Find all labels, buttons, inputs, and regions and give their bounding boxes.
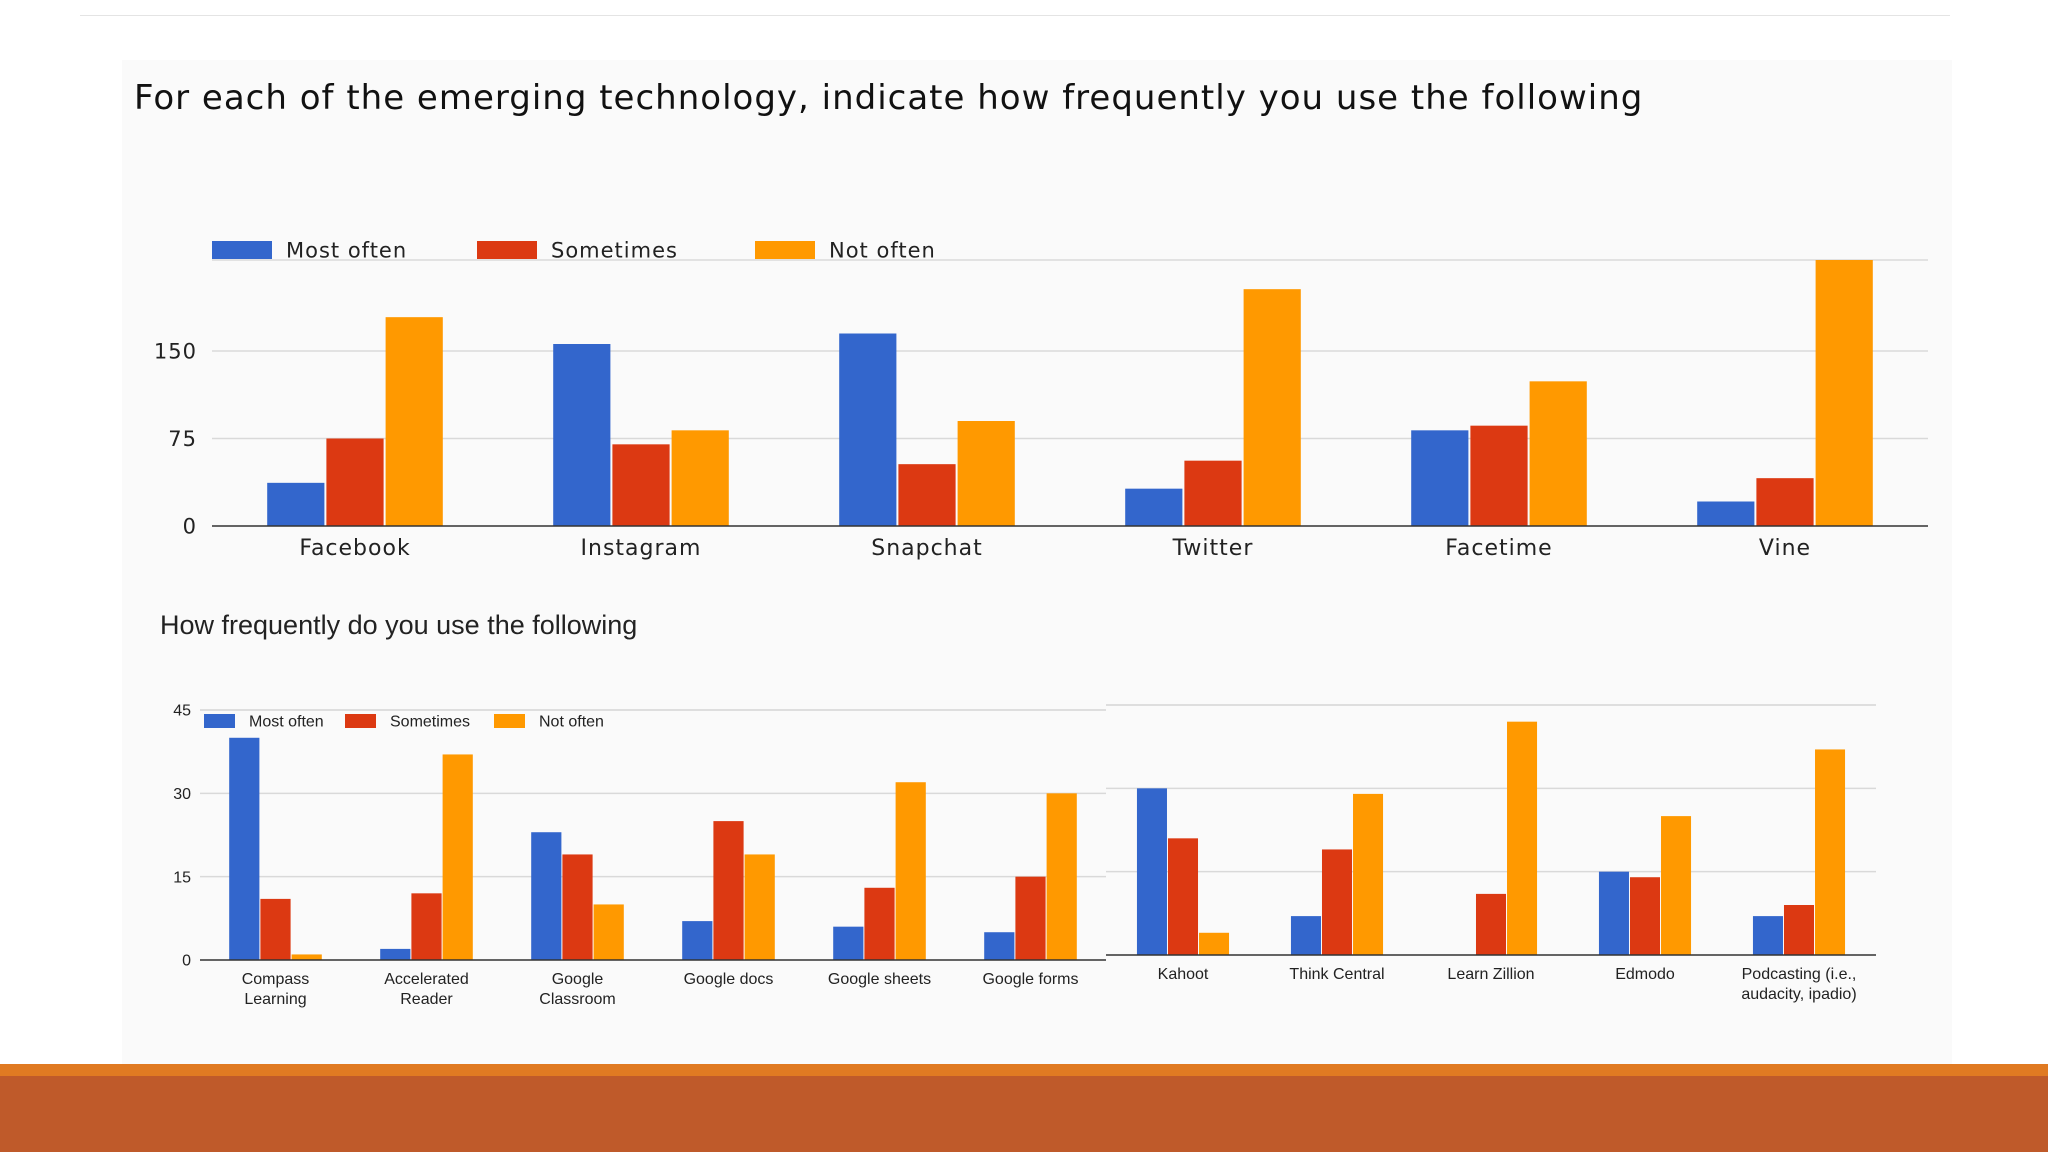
legend-swatch-sometimes [477, 241, 537, 259]
bar-compass-learning-most-often [229, 737, 260, 960]
bar-think-central-not-often [1353, 793, 1384, 955]
x-tick-label-compass-learning: Compass [242, 971, 310, 988]
legend-label-sometimes: Sometimes [551, 238, 678, 262]
x-tick-label-podcasting-i-e-audacity-ipadio: audacity, ipadio) [1741, 986, 1856, 1003]
bar-twitter-not-often [1243, 289, 1301, 526]
bar-edmodo-sometimes [1629, 877, 1661, 955]
bar-google-sheets-most-often [833, 926, 864, 960]
x-tick-label-kahoot: Kahoot [1158, 966, 1209, 983]
x-tick-label-google-docs: Google docs [684, 971, 774, 988]
y-tick-label: 0 [182, 953, 191, 970]
x-tick-label-facetime: Facetime [1445, 536, 1552, 561]
x-tick-label-snapchat: Snapchat [871, 536, 983, 561]
chart-emerging-technology: 0 75 150 Facebook Instagram Snapchat Twitter Fa… [154, 238, 1928, 561]
legend-label-not-often: Not often [829, 238, 936, 262]
bar-google-forms-most-often [984, 932, 1015, 960]
y-tick-label: 75 [168, 427, 197, 451]
bar-learn-zillion-not-often [1507, 721, 1538, 955]
x-tick-label-google-classroom: Classroom [539, 991, 615, 1008]
bar-facetime-sometimes [1470, 425, 1528, 526]
x-tick-label-accelerated-reader: Reader [400, 991, 453, 1008]
bar-google-docs-sometimes [713, 821, 744, 960]
slide-title: For each of the emerging technology, ind… [134, 78, 1644, 118]
bar-google-forms-not-often [1046, 793, 1077, 960]
x-tick-label-vine: Vine [1759, 536, 1811, 561]
bar-kahoot-most-often [1136, 788, 1167, 955]
bar-facebook-not-often [385, 317, 443, 526]
y-tick-label: 0 [183, 514, 197, 538]
y-tick-label: 30 [173, 786, 191, 803]
bar-vine-most-often [1697, 501, 1755, 526]
bar-compass-learning-sometimes [260, 898, 291, 960]
bar-google-sheets-sometimes [864, 887, 895, 960]
chart-software-usage-left: 0 15 30 45 Compass Learning Accelerated Reader G… [173, 703, 1106, 1008]
chart-software-usage-right: Kahoot Think Central Learn Zillion Edmodo Po… [1106, 704, 1876, 1003]
bar-twitter-most-often [1125, 488, 1183, 526]
bar-google-docs-not-often [744, 854, 775, 960]
bar-learn-zillion-sometimes [1475, 893, 1507, 955]
bar-google-forms-sometimes [1015, 876, 1046, 960]
bar-snapchat-not-often [957, 421, 1015, 526]
bar-vine-not-often [1815, 260, 1873, 526]
x-tick-label-google-sheets: Google sheets [828, 971, 931, 988]
legend-label-sometimes: Sometimes [390, 714, 470, 731]
footer-accent-stripe [0, 1064, 2048, 1076]
legend-swatch-most-often [204, 714, 235, 728]
legend-label-not-often: Not often [539, 714, 604, 731]
bar-google-docs-most-often [682, 921, 713, 960]
bar-podcasting-i-e-audacity-ipadio-most-often [1752, 916, 1783, 955]
x-tick-label-podcasting-i-e-audacity-ipadio: Podcasting (i.e., [1742, 966, 1857, 983]
footer-band [0, 1076, 2048, 1152]
bar-snapchat-most-often [839, 333, 897, 526]
bar-edmodo-most-often [1598, 871, 1629, 955]
top-divider [80, 15, 1950, 16]
x-tick-label-accelerated-reader: Accelerated [384, 971, 469, 988]
legend-swatch-not-often [755, 241, 815, 259]
legend-label-most-often: Most often [249, 714, 324, 731]
bar-think-central-most-often [1290, 916, 1321, 955]
x-tick-label-edmodo: Edmodo [1615, 966, 1675, 983]
bar-facebook-sometimes [326, 438, 384, 526]
bar-instagram-not-often [671, 430, 729, 526]
bar-google-classroom-not-often [593, 904, 624, 960]
bar-twitter-sometimes [1184, 460, 1242, 526]
legend-swatch-most-often [212, 241, 272, 259]
bar-google-classroom-sometimes [562, 854, 593, 960]
legend-label-most-often: Most often [286, 238, 407, 262]
bar-compass-learning-not-often [291, 954, 322, 960]
bar-instagram-most-often [553, 344, 611, 526]
bar-edmodo-not-often [1661, 816, 1692, 955]
legend-swatch-sometimes [345, 714, 376, 728]
bar-vine-sometimes [1756, 478, 1814, 526]
bar-facetime-most-often [1411, 430, 1469, 526]
bar-accelerated-reader-sometimes [411, 893, 442, 960]
bar-facetime-not-often [1529, 381, 1587, 526]
x-tick-label-compass-learning: Learning [244, 991, 306, 1008]
legend-swatch-not-often [494, 714, 525, 728]
y-tick-label: 45 [173, 703, 191, 720]
bar-accelerated-reader-most-often [380, 948, 411, 960]
bar-kahoot-sometimes [1167, 838, 1199, 955]
bar-kahoot-not-often [1199, 932, 1230, 955]
x-tick-label-twitter: Twitter [1172, 536, 1254, 561]
bar-instagram-sometimes [612, 444, 670, 526]
bar-podcasting-i-e-audacity-ipadio-sometimes [1783, 905, 1815, 955]
x-tick-label-instagram: Instagram [581, 536, 702, 561]
x-tick-label-google-classroom: Google [552, 971, 604, 988]
x-tick-label-think-central: Think Central [1289, 966, 1384, 983]
bar-google-sheets-not-often [895, 782, 926, 960]
x-tick-label-learn-zillion: Learn Zillion [1447, 966, 1534, 983]
bar-accelerated-reader-not-often [442, 754, 473, 960]
bar-google-classroom-most-often [531, 832, 562, 960]
bar-think-central-sometimes [1321, 849, 1353, 955]
x-tick-label-google-forms: Google forms [982, 971, 1078, 988]
bar-snapchat-sometimes [898, 464, 956, 526]
x-tick-label-facebook: Facebook [299, 536, 410, 561]
y-tick-label: 15 [173, 869, 191, 886]
chart-subtitle: How frequently do you use the following [160, 610, 638, 640]
y-tick-label: 150 [154, 339, 197, 363]
bar-facebook-most-often [267, 482, 325, 526]
bar-podcasting-i-e-audacity-ipadio-not-often [1815, 749, 1846, 955]
